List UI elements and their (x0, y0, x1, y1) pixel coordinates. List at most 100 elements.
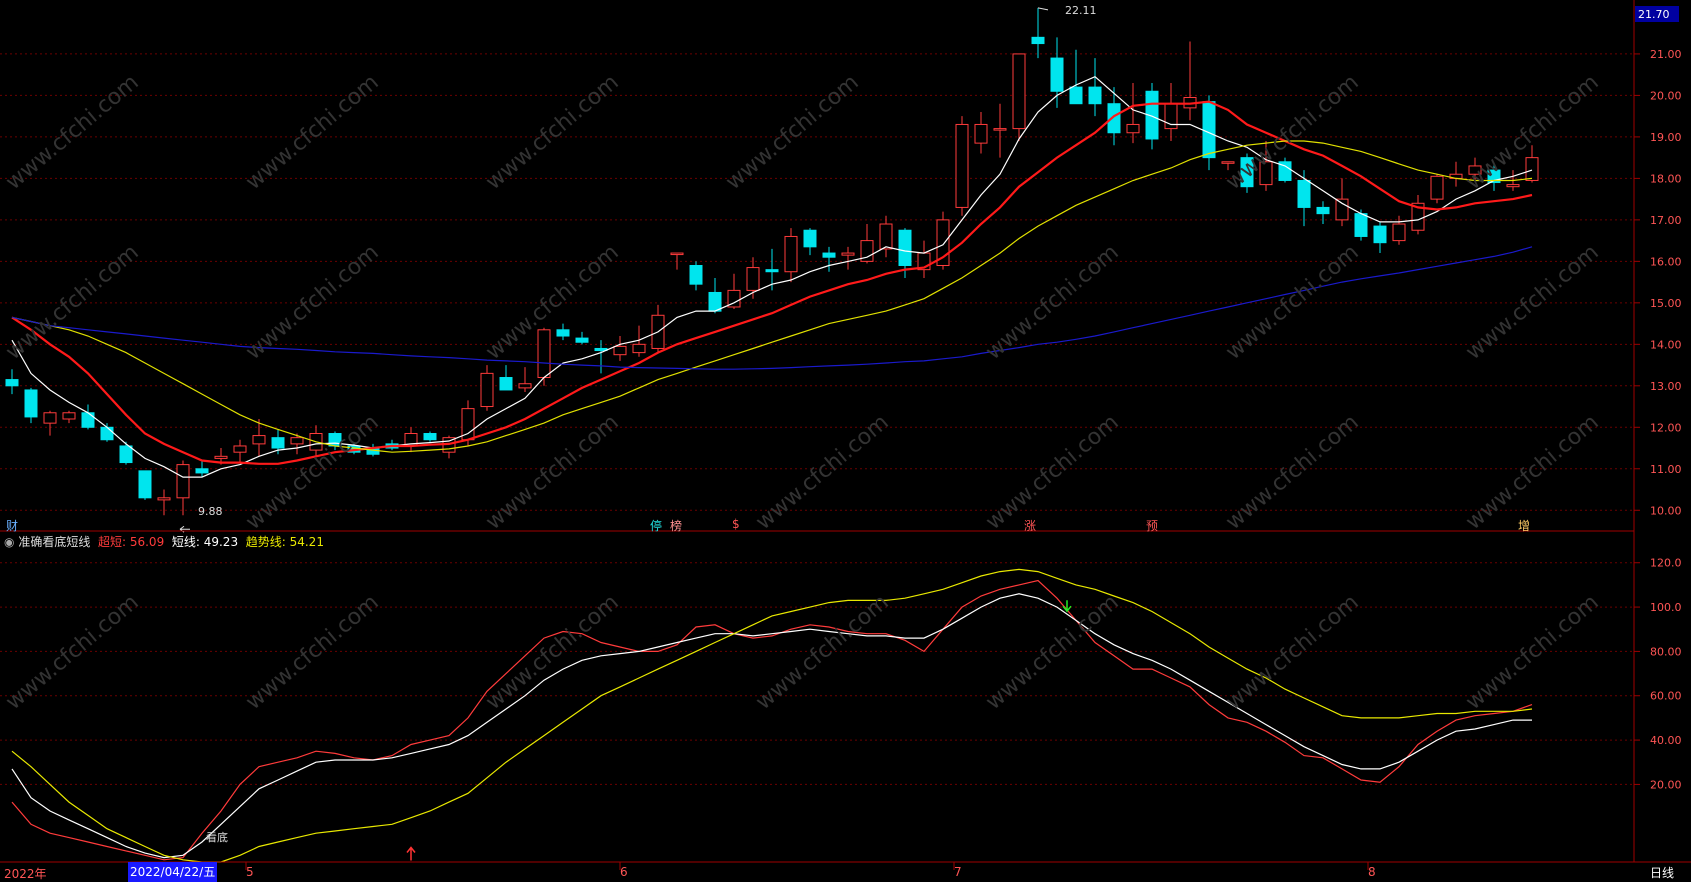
candle-body (1088, 86, 1102, 105)
param-value-2: 54.21 (289, 535, 324, 549)
candle-body (1107, 103, 1121, 134)
candle-body (1506, 184, 1520, 188)
x-label-jul: 7 (954, 865, 962, 879)
candle-body (556, 329, 570, 337)
candle-body (670, 252, 684, 256)
candle-body (81, 412, 95, 428)
bottom-signal-label: 看底 (206, 830, 228, 844)
candle-body (5, 379, 19, 387)
period-button[interactable]: 日线 (1650, 866, 1675, 880)
candle-body (1316, 206, 1330, 215)
candle-body (62, 412, 76, 420)
candle-body (1259, 161, 1273, 186)
candle-body (1126, 123, 1140, 134)
candle-body (499, 377, 513, 391)
candle-body (214, 455, 228, 459)
param-value-1: 49.23 (203, 535, 239, 549)
price-tick-label: 20.00 (1650, 89, 1682, 102)
price-tick-label: 12.00 (1650, 421, 1682, 434)
candle-body (613, 345, 627, 356)
candle-body (841, 252, 855, 256)
x-label-may: 5 (246, 865, 254, 879)
high-label: 22.11 (1065, 4, 1097, 17)
candle-body (1354, 213, 1368, 237)
x-label-aug: 8 (1368, 865, 1376, 879)
cursor-date: 2022/04/22/五 (128, 862, 218, 882)
indicator-tick-label: 40.00 (1650, 734, 1682, 747)
candle-body (1240, 157, 1254, 188)
candle-body (480, 372, 494, 408)
news-flag-zeng[interactable]: 增 (1518, 519, 1531, 533)
candle-body (157, 497, 171, 501)
candle-body (632, 343, 646, 354)
candle-body (898, 229, 912, 266)
candle-body (803, 229, 817, 248)
candle-body (1335, 198, 1349, 221)
buy-arrow-icon (406, 846, 416, 861)
candle-body (518, 383, 532, 389)
candle-body (765, 269, 779, 273)
collapse-icon[interactable]: ◉ (4, 535, 15, 549)
candle-body (290, 437, 304, 445)
news-flag-ting[interactable]: 停 (650, 519, 663, 533)
candle-body (1468, 165, 1482, 175)
indicator-tick-label: 60.00 (1650, 690, 1682, 703)
indicator-header: ◉ 准确看底短线 超短: 56.09 短线: 49.23 趋势线: 54.21 (4, 533, 324, 550)
indicator-lines (11, 568, 1533, 863)
candle-body (784, 235, 798, 273)
ma5-line (11, 75, 1533, 478)
candle-body (575, 337, 589, 343)
candlestick-series (5, 7, 1539, 516)
candle-body (993, 128, 1007, 131)
ma60-line (11, 246, 1533, 370)
indicator-tick-label: 80.00 (1650, 645, 1682, 658)
news-flag-dollar[interactable]: $ (732, 517, 740, 531)
indicator-tick-label: 20.00 (1650, 778, 1682, 791)
candle-body (974, 123, 988, 144)
param-value-0: 56.09 (129, 535, 165, 549)
candle-body (1050, 57, 1064, 92)
qushi-line (11, 568, 1533, 863)
candle-body (1373, 225, 1387, 244)
ma20-line (11, 140, 1533, 453)
price-tick-label: 17.00 (1650, 214, 1682, 227)
price-tick-label: 18.00 (1650, 172, 1682, 185)
param-label-0: 超短: (97, 535, 127, 549)
candle-body (1297, 179, 1311, 208)
candle-body (423, 433, 437, 441)
low-label: 9.88 (198, 505, 223, 518)
candle-body (176, 464, 190, 499)
candle-body (1392, 223, 1406, 242)
candle-body (822, 252, 836, 258)
candle-body (100, 426, 114, 441)
news-flag-cai[interactable]: 财 (6, 519, 19, 533)
price-tick-label: 21.00 (1650, 48, 1682, 61)
candle-body (708, 291, 722, 312)
candle-body (689, 265, 703, 285)
indicator-name[interactable]: 准确看底短线 (18, 535, 91, 549)
candle-body (43, 412, 57, 424)
high-marker (1037, 7, 1049, 11)
indicator-tick-label: 100.0 (1650, 601, 1682, 614)
news-flag-zhang[interactable]: 涨 (1024, 519, 1037, 533)
candle-body (24, 389, 38, 418)
news-flag-yu[interactable]: 预 (1146, 519, 1159, 533)
news-flag-bang[interactable]: 榜 (670, 519, 683, 533)
candle-body (1202, 101, 1216, 159)
chart-marks (179, 7, 1072, 861)
candle-body (138, 470, 152, 499)
x-label-jun: 6 (620, 865, 628, 879)
candle-body (879, 223, 893, 250)
candle-body (252, 435, 266, 445)
price-tick-label: 13.00 (1650, 380, 1682, 393)
x-label-year: 2022年 (4, 867, 47, 881)
candle-body (1221, 161, 1235, 164)
param-label-1: 短线: (171, 535, 200, 549)
duanxian-line (11, 593, 1532, 859)
candle-body (537, 329, 551, 379)
current-price-label: 21.70 (1638, 8, 1670, 21)
candle-body (1278, 161, 1292, 181)
price-tick-label: 15.00 (1650, 297, 1682, 310)
candle-body (746, 267, 760, 291)
